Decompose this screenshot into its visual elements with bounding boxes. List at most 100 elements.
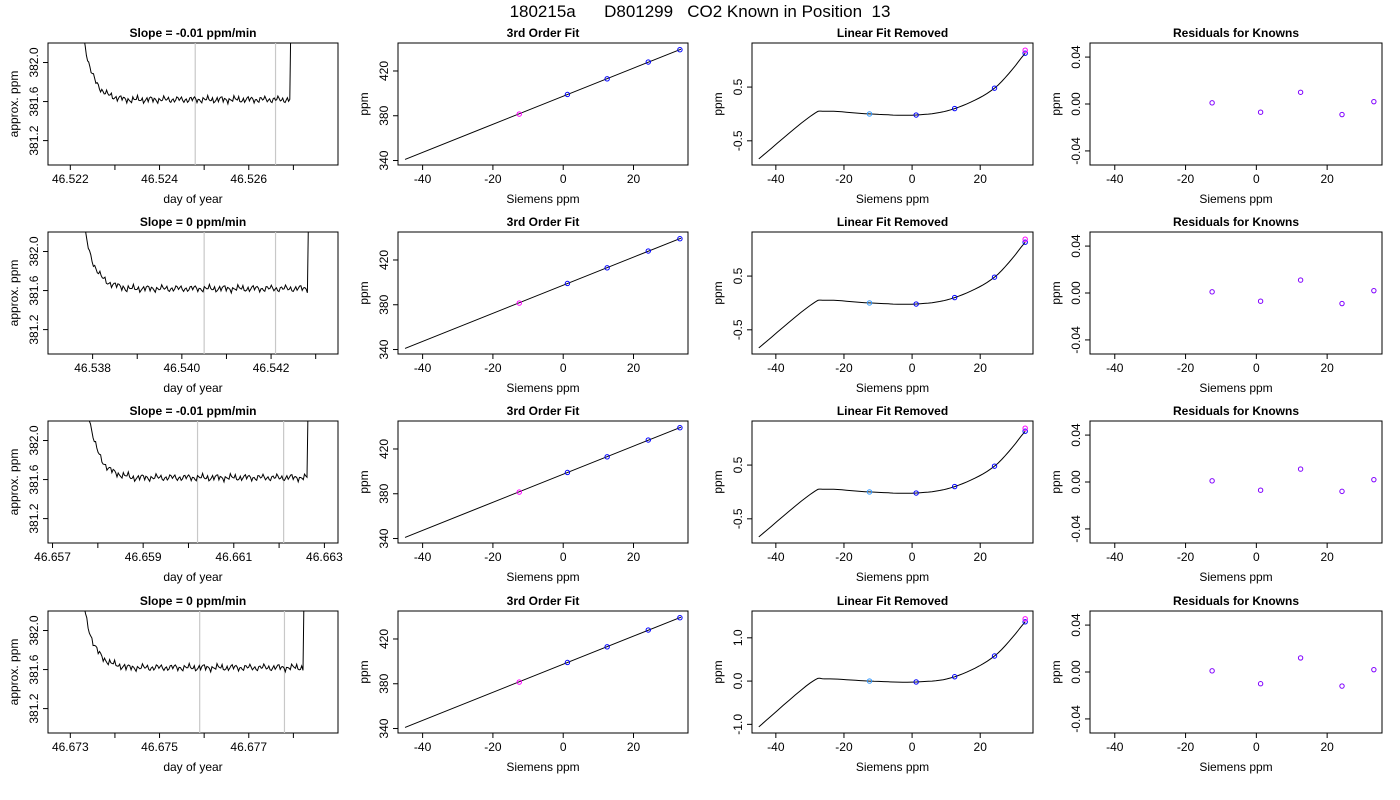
y-axis-label: ppm [357,660,371,683]
y-tick-label: 382.0 [27,425,41,455]
cubic-curve [758,241,1026,349]
y-tick-label: -0.04 [1069,137,1083,165]
fit-point [516,111,522,117]
fit-line [404,237,682,349]
x-axis-label: Siemens ppm [1199,192,1272,206]
x-axis-label: Siemens ppm [506,760,579,774]
residual-point [1339,300,1345,307]
x-tick-label: 20 [627,361,641,375]
x-tick-label: 0 [909,361,916,375]
x-axis-label: Siemens ppm [1199,570,1272,584]
x-tick-label: -40 [414,550,432,564]
x-tick-label: 0 [1253,172,1260,186]
x-tick-label: 46.673 [52,740,89,754]
residuals-frame [1089,420,1383,544]
y-tick-label: 381.6 [27,275,41,305]
known-point [913,490,919,496]
y-axis-label: ppm [711,470,725,493]
x-axis-label: day of year [163,192,222,206]
x-tick-label: 0 [1253,550,1260,564]
y-tick-label: 381.2 [27,693,41,723]
y-tick-label: 0.00 [1069,281,1083,305]
x-tick-label: -20 [835,361,853,375]
residual-point [1257,487,1264,493]
x-tick-label: 46.526 [230,172,267,186]
known-point [913,112,919,118]
x-tick-label: 20 [1320,740,1334,754]
y-tick-label: 0.00 [1069,92,1083,116]
panel-title: Slope = -0.01 ppm/min [129,404,256,418]
known-point [866,678,873,684]
x-tick-label: 0 [560,172,567,186]
x-tick-label: -40 [767,361,785,375]
residual-point [1297,277,1304,283]
fit-point [677,236,683,242]
fit-line [404,426,682,538]
y-tick-label: 381.2 [27,314,41,344]
residual-point [1297,655,1304,661]
y-tick-label: 381.2 [27,125,41,155]
x-tick-label: -20 [484,361,502,375]
x-tick-label: 46.522 [52,172,89,186]
y-axis-label: ppm [1049,281,1063,304]
x-tick-label: 46.675 [141,740,178,754]
fit-point [645,59,651,65]
fit-frame [397,420,689,544]
y-tick-label: 0.04 [1069,234,1083,258]
fit-point [564,659,571,666]
panel-title: Linear Fit Removed [837,215,948,229]
fit-line [404,616,682,728]
residual-point [1209,100,1215,106]
fit-point [604,265,610,271]
y-tick-label: 420 [377,250,391,270]
residual-point [1209,478,1215,484]
x-tick-label: -40 [414,740,432,754]
fit-point [604,76,610,82]
x-axis-label: Siemens ppm [856,570,929,584]
x-tick-label: -20 [835,740,853,754]
x-axis-label: Siemens ppm [1199,381,1272,395]
y-tick-label: 382.0 [27,236,41,266]
known-point [866,489,873,495]
panel-title: 3rd Order Fit [507,26,580,40]
fit-point [604,454,610,460]
x-tick-label: -20 [1177,740,1195,754]
known-point [951,105,958,112]
x-tick-label: -20 [1177,550,1195,564]
timeseries-frame [47,610,339,734]
panel-title: Linear Fit Removed [837,26,948,40]
fit-point [516,489,522,495]
x-axis-label: Siemens ppm [1199,760,1272,774]
y-axis-label: approx. ppm [7,449,21,516]
y-tick-label: -1.0 [731,714,745,735]
fit-point [564,91,571,98]
y-tick-label: 382.0 [27,47,41,77]
fit-line [404,48,682,160]
fit-point [645,437,651,443]
x-tick-label: 0 [1253,740,1260,754]
x-tick-label: -40 [1106,361,1124,375]
trace-line [84,611,305,674]
x-axis-label: Siemens ppm [856,192,929,206]
x-tick-label: -40 [1106,550,1124,564]
known-point [1022,50,1028,56]
linear-removed-frame [751,610,1034,734]
y-tick-label: 0.00 [1069,660,1083,684]
known-point [991,653,998,659]
y-tick-label: 382.0 [27,615,41,645]
x-axis-label: day of year [163,760,222,774]
y-tick-label: 381.6 [27,464,41,494]
known-point-ring [1022,236,1028,242]
trace-line [85,232,309,295]
x-tick-label: 20 [974,550,988,564]
residual-point [1257,681,1264,687]
residual-point [1371,287,1377,294]
residuals-frame [1089,42,1383,166]
x-tick-label: 0 [560,740,567,754]
x-tick-label: 46.538 [74,361,111,375]
known-point [913,301,919,307]
fit-frame [397,42,689,166]
known-point [1022,428,1028,434]
fit-point [645,627,651,633]
x-tick-label: 46.524 [141,172,178,186]
